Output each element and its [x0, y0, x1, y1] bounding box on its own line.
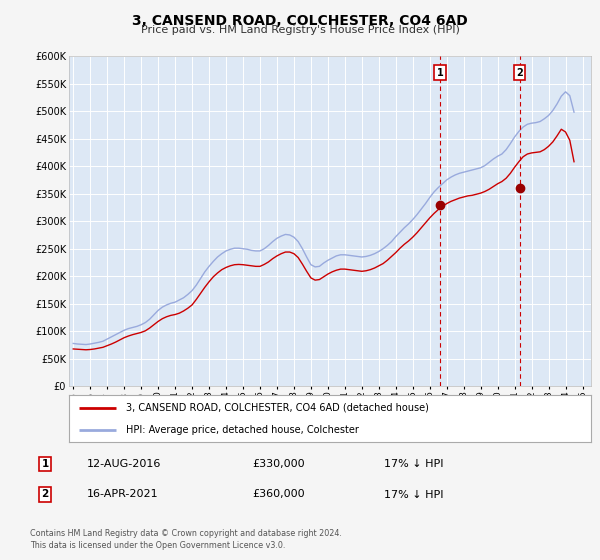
Text: 3, CANSEND ROAD, COLCHESTER, CO4 6AD: 3, CANSEND ROAD, COLCHESTER, CO4 6AD [132, 14, 468, 28]
Text: 2: 2 [516, 68, 523, 77]
Text: 1: 1 [41, 459, 49, 469]
Text: Price paid vs. HM Land Registry's House Price Index (HPI): Price paid vs. HM Land Registry's House … [140, 25, 460, 35]
Text: This data is licensed under the Open Government Licence v3.0.: This data is licensed under the Open Gov… [30, 541, 286, 550]
Text: 17% ↓ HPI: 17% ↓ HPI [384, 489, 443, 500]
Text: HPI: Average price, detached house, Colchester: HPI: Average price, detached house, Colc… [127, 424, 359, 435]
Text: 12-AUG-2016: 12-AUG-2016 [87, 459, 161, 469]
Text: Contains HM Land Registry data © Crown copyright and database right 2024.: Contains HM Land Registry data © Crown c… [30, 529, 342, 538]
Text: £330,000: £330,000 [252, 459, 305, 469]
Text: 3, CANSEND ROAD, COLCHESTER, CO4 6AD (detached house): 3, CANSEND ROAD, COLCHESTER, CO4 6AD (de… [127, 403, 429, 413]
Text: £360,000: £360,000 [252, 489, 305, 500]
Text: 17% ↓ HPI: 17% ↓ HPI [384, 459, 443, 469]
Text: 16-APR-2021: 16-APR-2021 [87, 489, 158, 500]
Text: 2: 2 [41, 489, 49, 500]
Text: 1: 1 [437, 68, 443, 77]
